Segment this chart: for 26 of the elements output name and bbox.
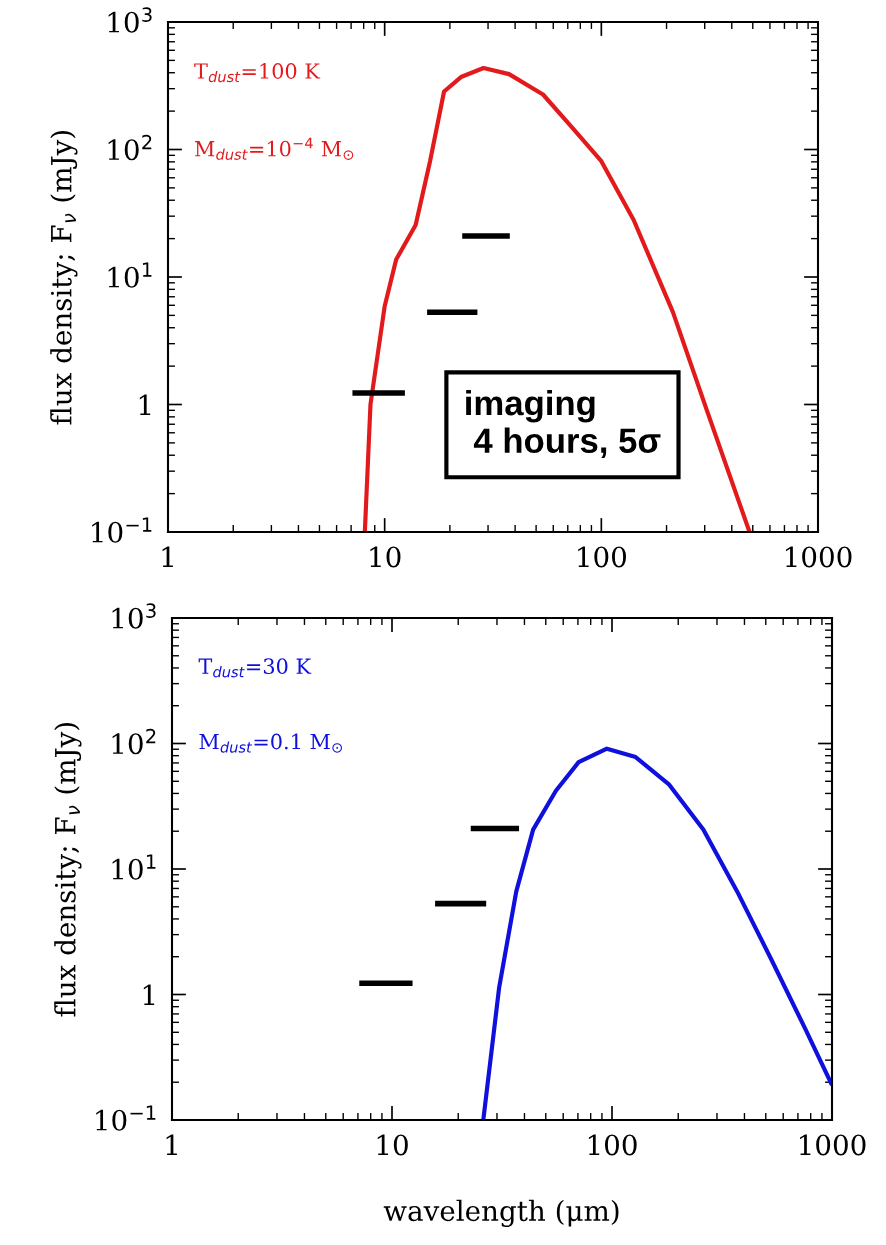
y-tick-label: 10$^{2}$: [112, 728, 156, 755]
y-tick-label: 10$^{−1}$: [92, 517, 152, 543]
annotation: M$_{dust}$=0.1 M$_{⊙}$: [199, 733, 342, 753]
y-tick-label: 10$^{−1}$: [96, 1105, 156, 1131]
x-tick-label: 10: [370, 546, 401, 568]
y-tick-label: 10$^{3}$: [112, 603, 156, 629]
x-tick-label: 1000: [786, 546, 852, 568]
x-tick-label: 100: [588, 1134, 637, 1156]
x-tick-label: 1000: [800, 1134, 866, 1156]
y-tick-label: 1: [143, 984, 155, 1006]
x-tick-label: 1: [162, 546, 173, 567]
x-tick-label: 10: [377, 1134, 408, 1156]
annotation: T$_{dust}$=30 K: [198, 658, 312, 678]
y-tick-label: 1: [139, 394, 151, 416]
annotation: M$_{dust}$=10$^{−4}$ M$_{⊙}$: [195, 137, 354, 160]
annotation: imaging 4 hours, 5σ: [466, 389, 661, 459]
x-axis-title: wavelength (μm): [383, 1199, 619, 1227]
y-tick-label: 10$^{3}$: [108, 7, 152, 33]
y-tick-label: 10$^{1}$: [108, 262, 152, 288]
x-tick-label: 100: [578, 546, 626, 568]
annotation: T$_{dust}$=100 K: [194, 63, 321, 83]
y-axis-title: flux density; F$_{ν}$ (mJy): [50, 130, 78, 425]
y-axis-title: flux density; F$_{ν}$ (mJy): [54, 722, 82, 1017]
y-tick-label: 10$^{2}$: [108, 134, 152, 161]
y-tick-label: 10$^{1}$: [112, 854, 156, 880]
x-tick-label: 1: [166, 1134, 177, 1155]
